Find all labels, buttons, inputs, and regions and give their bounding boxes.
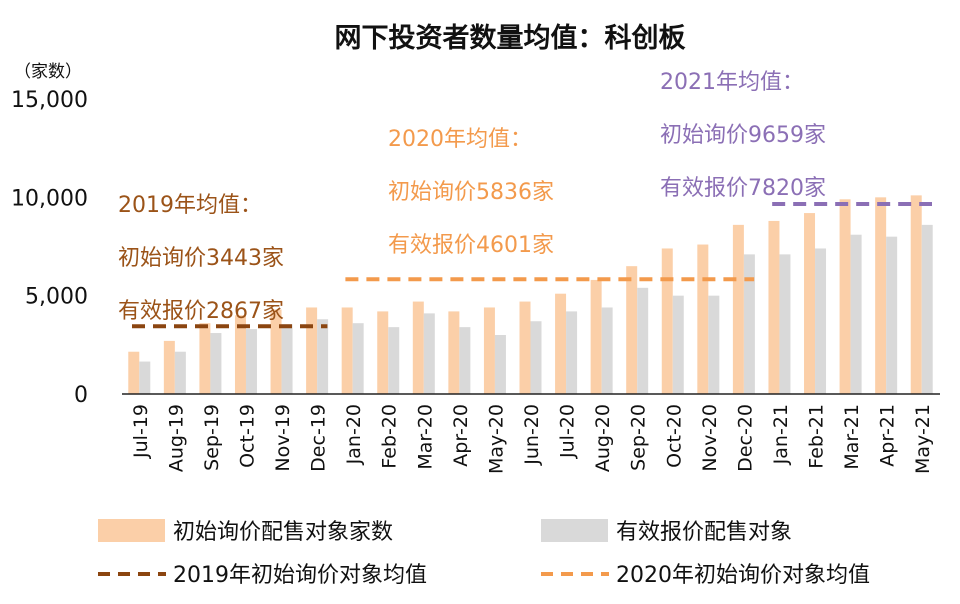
x-tick-label: Sep-19 (201, 404, 223, 471)
bar-initial-inquiry (412, 301, 424, 394)
x-tick-label: Oct-20 (663, 404, 685, 468)
legend-label-2020-average: 2020年初始询价对象均值 (616, 563, 870, 588)
average-lines (132, 202, 932, 329)
annotation-text: 有效报价7820家 (660, 176, 826, 201)
legend-label-2019-average: 2019年初始询价对象均值 (173, 563, 427, 588)
x-tick-label: Sep-20 (628, 404, 650, 471)
x-tick-label: Dec-19 (308, 404, 330, 472)
bar-initial-inquiry (732, 224, 744, 394)
x-tick-labels: Jul-19 Aug-19 Sep-19 Oct-19 Nov-19 Dec-19 Jan-… (130, 404, 934, 474)
bar-initial-inquiry (697, 244, 709, 394)
bar-initial-inquiry (875, 197, 887, 394)
bar-initial-inquiry (626, 266, 638, 394)
bar-valid-quote (352, 323, 364, 394)
x-tick-label: Nov-19 (272, 404, 294, 472)
x-tick-label: Feb-21 (806, 404, 828, 469)
bar-valid-quote (459, 327, 471, 394)
bar-initial-inquiry (128, 351, 140, 394)
annotation-text: 有效报价2867家 (118, 299, 284, 324)
bar-valid-quote (423, 313, 435, 394)
x-tick-label: May-20 (485, 404, 507, 474)
bar-initial-inquiry (483, 307, 495, 394)
annotation-text: 初始询价5836家 (388, 180, 554, 205)
bar-initial-inquiry (661, 248, 673, 394)
bar-initial-inquiry (234, 315, 246, 394)
x-tick-label: Aug-20 (592, 404, 614, 472)
x-tick-label: Nov-20 (699, 404, 721, 472)
annotation-text: 初始询价3443家 (118, 246, 284, 271)
bar-valid-quote (210, 333, 222, 394)
bar-initial-inquiry (306, 307, 318, 394)
annotation-text: 2019年均值： (118, 193, 262, 218)
bar-valid-quote (601, 307, 613, 394)
x-tick-label: Jul-19 (130, 404, 152, 459)
bar-initial-inquiry (341, 307, 353, 394)
annotation-text: 2021年均值： (660, 70, 804, 95)
bar-valid-quote (672, 295, 684, 394)
bar-valid-quote (779, 254, 791, 394)
bar-initial-inquiry (377, 311, 389, 394)
bar-initial-inquiry (163, 340, 175, 394)
bar-initial-inquiry (910, 195, 922, 394)
bar-valid-quote (743, 254, 755, 394)
bar-valid-quote (850, 234, 862, 394)
y-tick-label: 5,000 (25, 285, 88, 310)
x-tick-label: Mar-20 (414, 404, 436, 470)
x-tick-label: Apr-20 (450, 404, 472, 467)
bar-valid-quote (388, 327, 400, 394)
y-axis-unit: （家数） (14, 62, 82, 82)
bar-valid-quote (245, 329, 257, 394)
x-tick-label: Aug-19 (165, 404, 187, 472)
bar-valid-quote (281, 324, 293, 394)
x-tick-label: Jun-20 (521, 404, 543, 466)
bar-initial-inquiry (199, 323, 211, 394)
legend-swatch-valid-quote (541, 519, 608, 542)
bar-valid-quote (637, 287, 649, 394)
bar-valid-quote (174, 351, 186, 394)
bar-valid-quote (139, 361, 151, 394)
bar-initial-inquiry (839, 199, 851, 394)
bar-initial-inquiry (448, 311, 460, 394)
bar-valid-quote (530, 321, 542, 394)
x-tick-label: May-21 (912, 404, 934, 474)
legend-label-initial-inquiry: 初始询价配售对象家数 (173, 520, 393, 545)
bar-valid-quote (886, 236, 898, 394)
x-tick-label: Oct-19 (236, 404, 258, 468)
annotation-text: 2020年均值： (388, 127, 532, 152)
bars (128, 195, 933, 394)
annotation-text: 有效报价4601家 (388, 233, 554, 258)
bar-valid-quote (921, 224, 933, 394)
bar-valid-quote (708, 295, 720, 394)
bar-valid-quote (494, 335, 506, 394)
bar-initial-inquiry (270, 309, 282, 394)
bar-valid-quote (566, 311, 578, 394)
bar-valid-quote (317, 319, 329, 394)
y-tick-label: 15,000 (11, 88, 88, 113)
legend: 初始询价配售对象家数 有效报价配售对象 2019年初始询价对象均值 2020年初始询价… (98, 519, 870, 588)
bar-initial-inquiry (768, 220, 780, 394)
y-tick-label: 0 (74, 383, 88, 408)
x-tick-label: Jul-20 (557, 404, 579, 459)
bar-valid-quote (815, 248, 827, 394)
x-tick-label: Dec-20 (734, 404, 756, 472)
annotation-text: 初始询价9659家 (660, 123, 826, 148)
chart-title: 网下投资者数量均值：科创板 (335, 23, 686, 54)
y-tick-label: 10,000 (11, 186, 88, 211)
x-tick-label: Jan-21 (770, 404, 792, 465)
legend-label-valid-quote: 有效报价配售对象 (616, 520, 792, 545)
bar-initial-inquiry (555, 293, 567, 394)
bar-initial-inquiry (590, 279, 602, 394)
bar-initial-inquiry (519, 301, 531, 394)
bar-initial-inquiry (804, 213, 816, 394)
x-tick-label: Feb-20 (379, 404, 401, 469)
x-tick-label: Apr-21 (877, 404, 899, 467)
y-tick-labels: 0 5,000 10,000 15,000 (11, 88, 88, 408)
x-tick-label: Jan-20 (343, 404, 365, 465)
legend-swatch-initial-inquiry (98, 519, 165, 542)
x-tick-label: Mar-21 (841, 404, 863, 470)
